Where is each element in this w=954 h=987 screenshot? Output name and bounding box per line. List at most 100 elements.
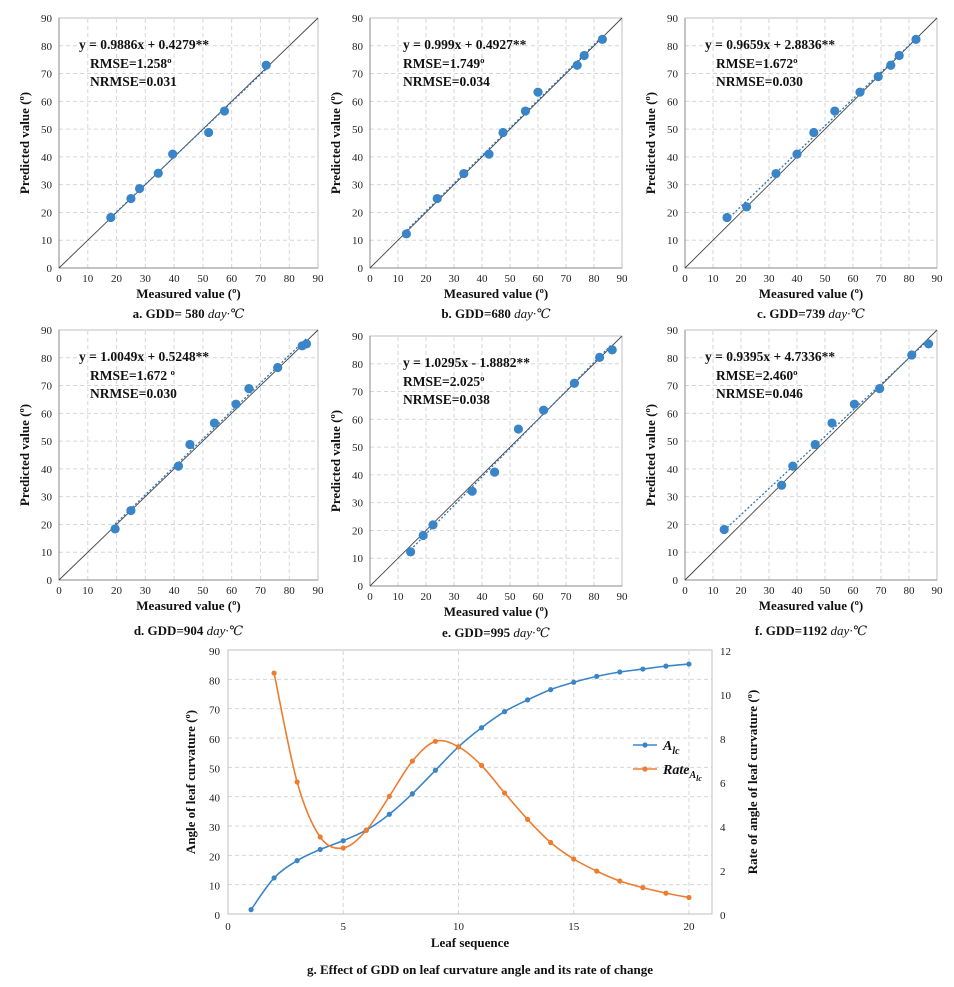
x-tick-label: 80 [904,585,916,597]
x-tick-label: 20 [111,273,123,285]
caption-text: d. GDD=904 [134,623,207,638]
y-tick-label: 0 [358,263,364,275]
x-axis-title: Measured value (º) [444,286,548,301]
x-tick-label: 70 [876,585,888,597]
data-point [185,439,195,450]
data-point [855,87,865,97]
data-point [406,547,416,557]
x-tick-label: 90 [932,273,944,285]
data-point [106,212,116,223]
y-tick-label: 80 [667,41,679,53]
data-point [579,50,589,61]
y-tick-label: 70 [352,387,364,399]
data-point [467,486,477,496]
y-tick-label: 90 [352,13,364,25]
y-tick-label: 90 [352,331,364,343]
x-tick-label: 60 [226,585,238,597]
trend-line [723,339,930,531]
y-right-tick-label: 2 [720,866,726,878]
data-point [168,149,178,159]
scatter-panel-b: 00 10 10 20 20 30 30 40 40 50 50 60 60 70 70 80 80 90 90 y … [328,13,628,321]
data-point [126,505,136,516]
series-marker [317,834,323,840]
series-line-alc [250,663,690,911]
x-tick-label: 70 [255,273,267,285]
data-point [810,439,820,450]
caption-text: f. GDD=1192 [755,623,831,638]
x-tick-label: 30 [764,585,776,597]
x-tick-label: 90 [313,273,325,285]
legend-subscript: A [688,770,696,781]
y-tick-label: 50 [352,124,364,136]
y-tick-label: 10 [352,235,364,247]
x-tick-label: 40 [792,273,804,285]
series-marker [340,838,346,844]
caption-text: c. GDD=739 [757,306,828,321]
legend-name: A [662,739,672,754]
y-tick-label: 20 [352,525,364,537]
y-tick-label: 80 [41,41,53,53]
x-tick-label: 0 [367,591,373,603]
regression-equation: y = 0.9395x + 4.7336** [705,349,835,364]
caption-unit: day·℃ [828,306,865,321]
y-tick-label: 40 [41,464,53,476]
data-point [875,384,885,394]
series-marker [271,875,277,881]
data-point [520,106,531,116]
y-left-tick-label: 20 [209,851,221,863]
data-point [607,345,617,355]
y-tick-label: 60 [667,96,679,108]
y-tick-label: 80 [352,41,364,53]
nrmse-label: NRMSE=0.031 [90,74,177,89]
y-tick-label: 20 [41,207,53,219]
x-tick-label: 90 [313,585,325,597]
y-axis-title: Predicted value (º) [643,404,658,506]
y-left-tick-label: 50 [209,763,221,775]
data-point [231,399,241,409]
y-right-tick-label: 12 [720,646,731,658]
one-to-one-line [58,17,319,269]
y-tick-label: 40 [41,152,53,164]
y-axis-title: Predicted value (º) [17,92,32,194]
caption-unit: day·℃ [207,623,244,638]
series-marker [294,858,300,864]
series-marker [640,885,646,891]
series-marker [686,894,692,901]
y-tick-label: 70 [41,381,53,393]
x-tick-label: 70 [255,585,267,597]
y-tick-label: 20 [41,519,53,531]
series-marker [478,725,485,731]
x-axis-title: Measured value (º) [759,286,863,301]
y-tick-label: 50 [667,124,679,136]
y-tick-label: 30 [667,180,679,192]
y-tick-label: 60 [41,408,53,420]
series-marker [594,868,600,874]
y-tick-label: 90 [41,325,53,337]
data-point [219,106,230,116]
data-point [273,362,283,373]
series-marker [409,791,415,797]
series-marker [571,679,577,685]
y-tick-label: 50 [41,124,53,136]
x-tick-label: 50 [820,273,832,285]
y-tick-label: 0 [673,575,679,587]
data-point [418,530,428,541]
legend-name: Rate [662,763,689,778]
data-point [830,106,840,116]
series-marker [478,762,485,769]
data-point [777,480,787,490]
x-tick-label: 5 [340,921,346,933]
x-tick-label: 40 [169,273,181,285]
y-tick-label: 0 [47,263,53,275]
x-tick-label: 30 [449,591,461,603]
x-tick-label: 0 [682,273,688,285]
x-tick-label: 50 [820,585,832,597]
panel-caption: e. GDD=995 day·℃ [442,625,550,640]
x-tick-label: 50 [505,591,517,603]
nrmse-label: NRMSE=0.034 [403,74,490,89]
legend-label: RateAlc [662,763,702,783]
y-left-tick-label: 40 [209,793,221,805]
data-point [907,350,917,360]
regression-equation: y = 0.9659x + 2.8836** [705,37,835,52]
x-tick-label: 80 [904,273,916,285]
